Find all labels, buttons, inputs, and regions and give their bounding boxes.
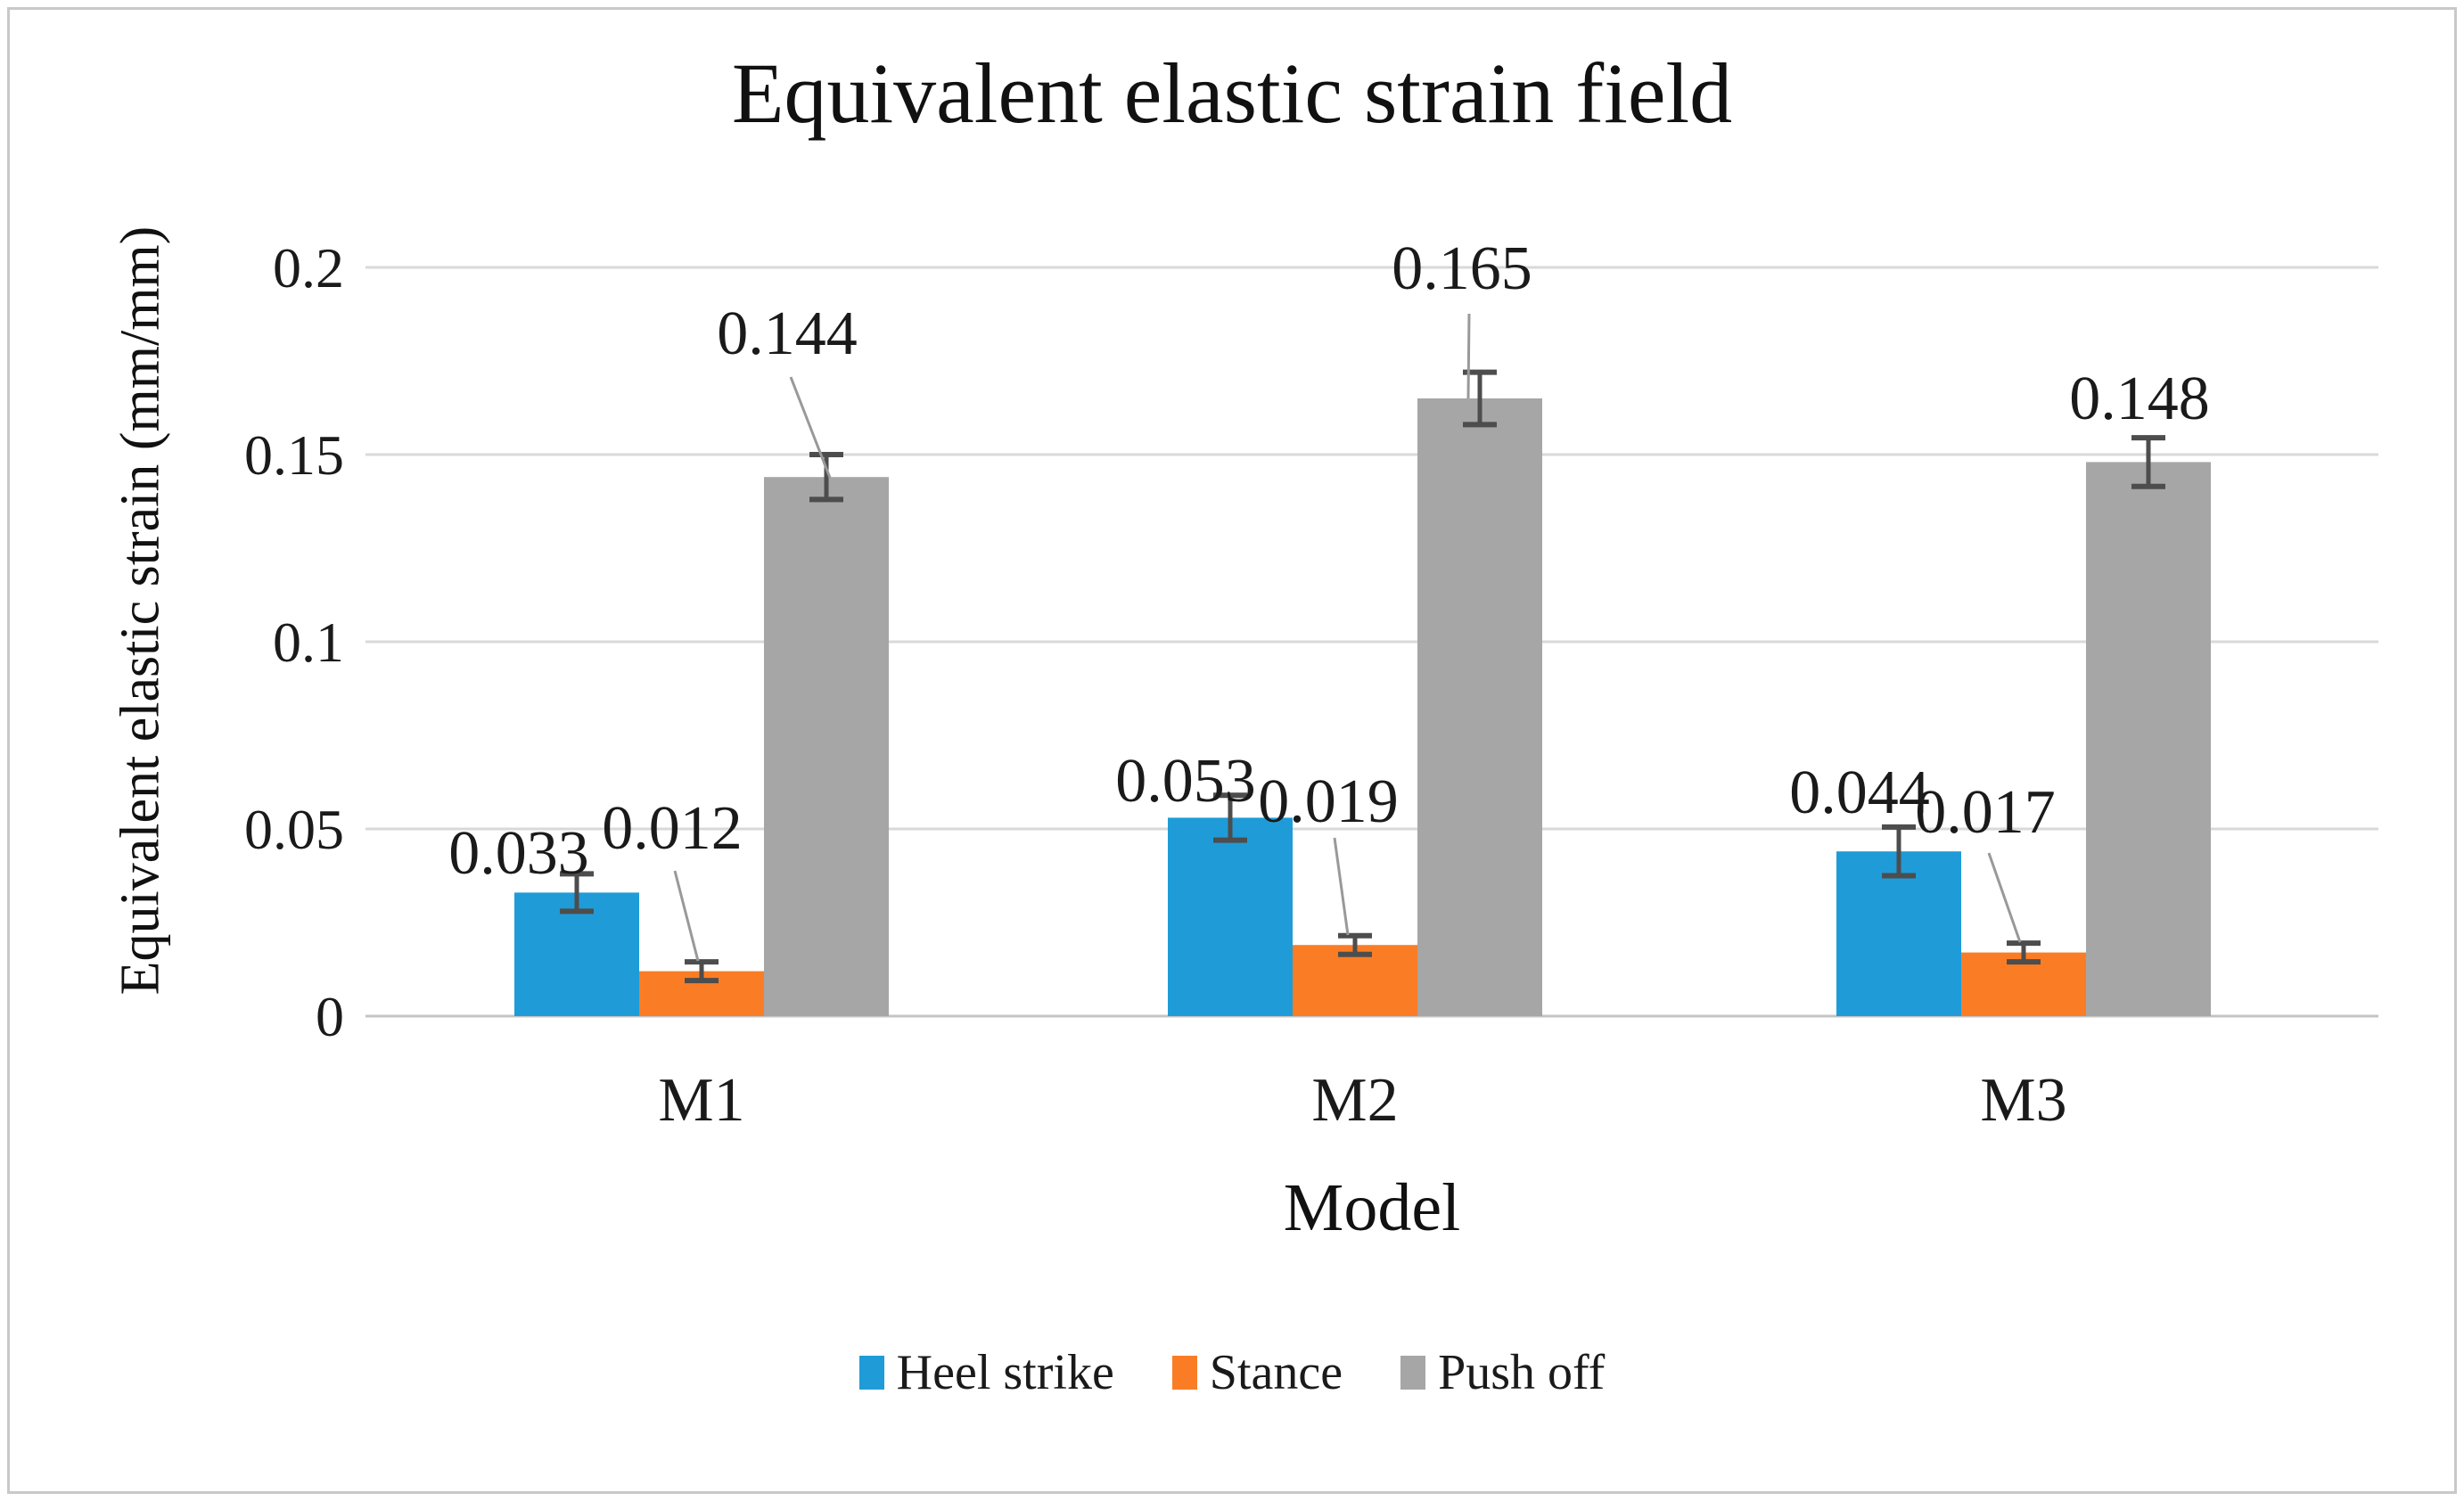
data-label-push-off-M3: 0.148 <box>2069 365 2210 433</box>
data-label-heel-strike-M3: 0.044 <box>1789 759 1930 827</box>
chart-title: Equivalent elastic strain field <box>731 45 1733 141</box>
data-label-heel-strike-M2: 0.053 <box>1115 747 1256 816</box>
legend-item-push-off: Push off <box>1400 1344 1605 1401</box>
data-label-push-off-M1: 0.144 <box>717 299 858 368</box>
bar-push-off-M1 <box>764 477 889 1016</box>
bar-heel-strike-M2 <box>1168 817 1293 1016</box>
y-tick-label-0.1: 0.1 <box>273 611 344 674</box>
data-label-stance-M1: 0.012 <box>602 794 743 863</box>
label-leader-line <box>673 870 700 962</box>
legend: Heel strike Stance Push off <box>0 1344 2464 1401</box>
legend-item-stance: Stance <box>1171 1344 1343 1401</box>
bar-push-off-M2 <box>1417 398 1542 1016</box>
label-leader-line <box>1466 313 1471 399</box>
data-label-push-off-M2: 0.165 <box>1392 234 1532 303</box>
y-tick-label-0.15: 0.15 <box>244 423 344 487</box>
data-label-stance-M3: 0.017 <box>1915 778 2056 847</box>
y-tick-label-0.05: 0.05 <box>244 798 344 861</box>
x-tick-label-M1: M1 <box>658 1066 744 1135</box>
legend-label-stance: Stance <box>1209 1345 1343 1400</box>
legend-item-heel-strike: Heel strike <box>858 1344 1114 1401</box>
label-leader-line <box>1987 852 2022 943</box>
legend-swatch-heel-strike <box>858 1356 884 1390</box>
x-axis-title: Model <box>1283 1170 1461 1245</box>
bar-heel-strike-M3 <box>1836 851 1961 1016</box>
bar-push-off-M3 <box>2086 462 2211 1016</box>
label-leader-line <box>1333 837 1350 936</box>
y-tick-label-0: 0 <box>316 985 344 1048</box>
legend-label-heel-strike: Heel strike <box>896 1345 1114 1400</box>
legend-swatch-stance <box>1171 1356 1197 1390</box>
legend-label-push-off: Push off <box>1438 1345 1606 1400</box>
legend-swatch-push-off <box>1400 1356 1426 1390</box>
label-leader-line <box>789 376 832 479</box>
data-label-stance-M2: 0.019 <box>1258 767 1399 836</box>
data-label-heel-strike-M1: 0.033 <box>448 819 589 888</box>
x-tick-label-M2: M2 <box>1311 1066 1398 1135</box>
y-tick-label-0.2: 0.2 <box>273 236 344 299</box>
x-tick-label-M3: M3 <box>1980 1066 2066 1135</box>
